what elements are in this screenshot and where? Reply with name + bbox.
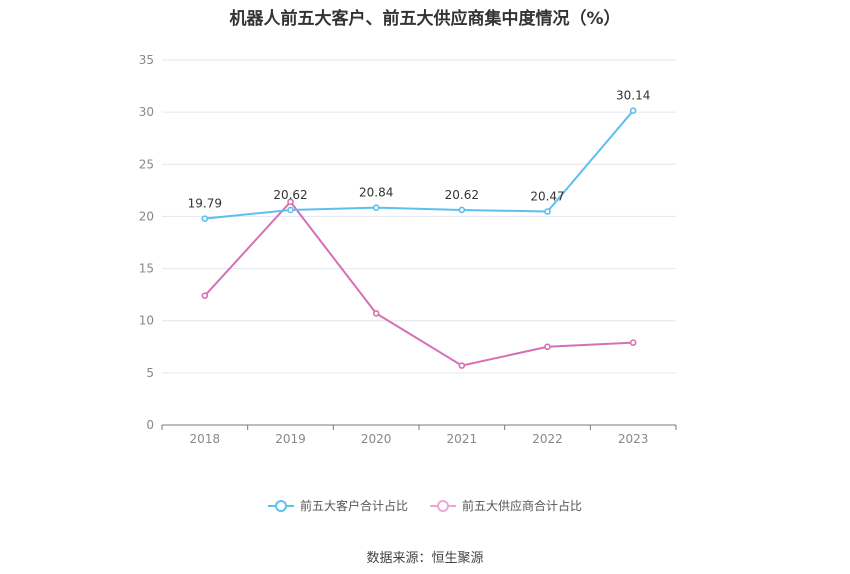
series-1-point (201, 292, 209, 299)
y-tick-label: 35 (139, 53, 154, 67)
data-label: 20.62 (445, 188, 479, 202)
legend-label-customers: 前五大客户合计占比 (299, 499, 408, 513)
chart-title: 机器人前五大客户、前五大供应商集中度情况（%） (229, 9, 621, 29)
y-tick-label: 20 (139, 209, 154, 223)
series-0-point (629, 107, 637, 114)
series-0-point (458, 206, 466, 214)
legend-marker-suppliers (430, 499, 456, 512)
data-label: 20.62 (273, 188, 307, 202)
series-line-1 (204, 200, 634, 367)
data-label: 19.79 (188, 197, 222, 211)
series-1-point (458, 362, 466, 369)
data-label: 30.14 (616, 89, 650, 103)
legend: 前五大客户合计占比 前五大供应商合计占比 (0, 497, 850, 514)
y-tick-label: 25 (139, 157, 154, 171)
series-line-0 (204, 110, 634, 220)
series-0-point (201, 215, 209, 222)
y-tick-label: 0 (146, 418, 154, 432)
y-tick-label: 15 (139, 262, 154, 276)
y-tick-label: 10 (139, 314, 154, 328)
legend-label-suppliers: 前五大供应商合计占比 (462, 499, 583, 513)
data-source: 数据来源：恒生聚源 (366, 551, 484, 566)
x-tick-label: 2020 (361, 432, 392, 446)
series-1-point (372, 310, 380, 317)
series-1-point (629, 339, 637, 346)
legend-item-suppliers[interactable]: 前五大供应商合计占比 (430, 497, 582, 514)
x-tick-label: 2021 (447, 432, 478, 446)
series-1-point (287, 198, 294, 206)
legend-item-customers[interactable]: 前五大客户合计占比 (267, 497, 408, 514)
legend-marker-customers (267, 499, 294, 512)
x-tick-label: 2022 (532, 432, 563, 446)
y-tick-label: 5 (146, 366, 154, 380)
series-0-point (287, 206, 294, 214)
data-label: 20.47 (530, 190, 564, 204)
x-tick-label: 2019 (275, 432, 306, 446)
y-tick-label: 30 (139, 105, 154, 119)
series-0-point (544, 208, 551, 215)
x-tick-label: 2023 (618, 432, 649, 446)
data-label: 20.84 (359, 186, 393, 200)
x-tick-label: 2018 (190, 432, 221, 446)
series-0-point (372, 204, 380, 211)
series-1-point (544, 343, 551, 351)
